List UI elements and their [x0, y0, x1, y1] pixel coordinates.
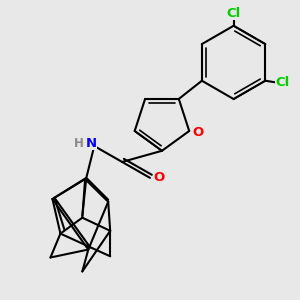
Text: Cl: Cl: [226, 7, 241, 20]
Text: O: O: [153, 171, 164, 184]
Text: O: O: [192, 127, 204, 140]
Text: N: N: [85, 137, 97, 150]
Text: Cl: Cl: [275, 76, 289, 89]
Text: H: H: [74, 137, 84, 150]
